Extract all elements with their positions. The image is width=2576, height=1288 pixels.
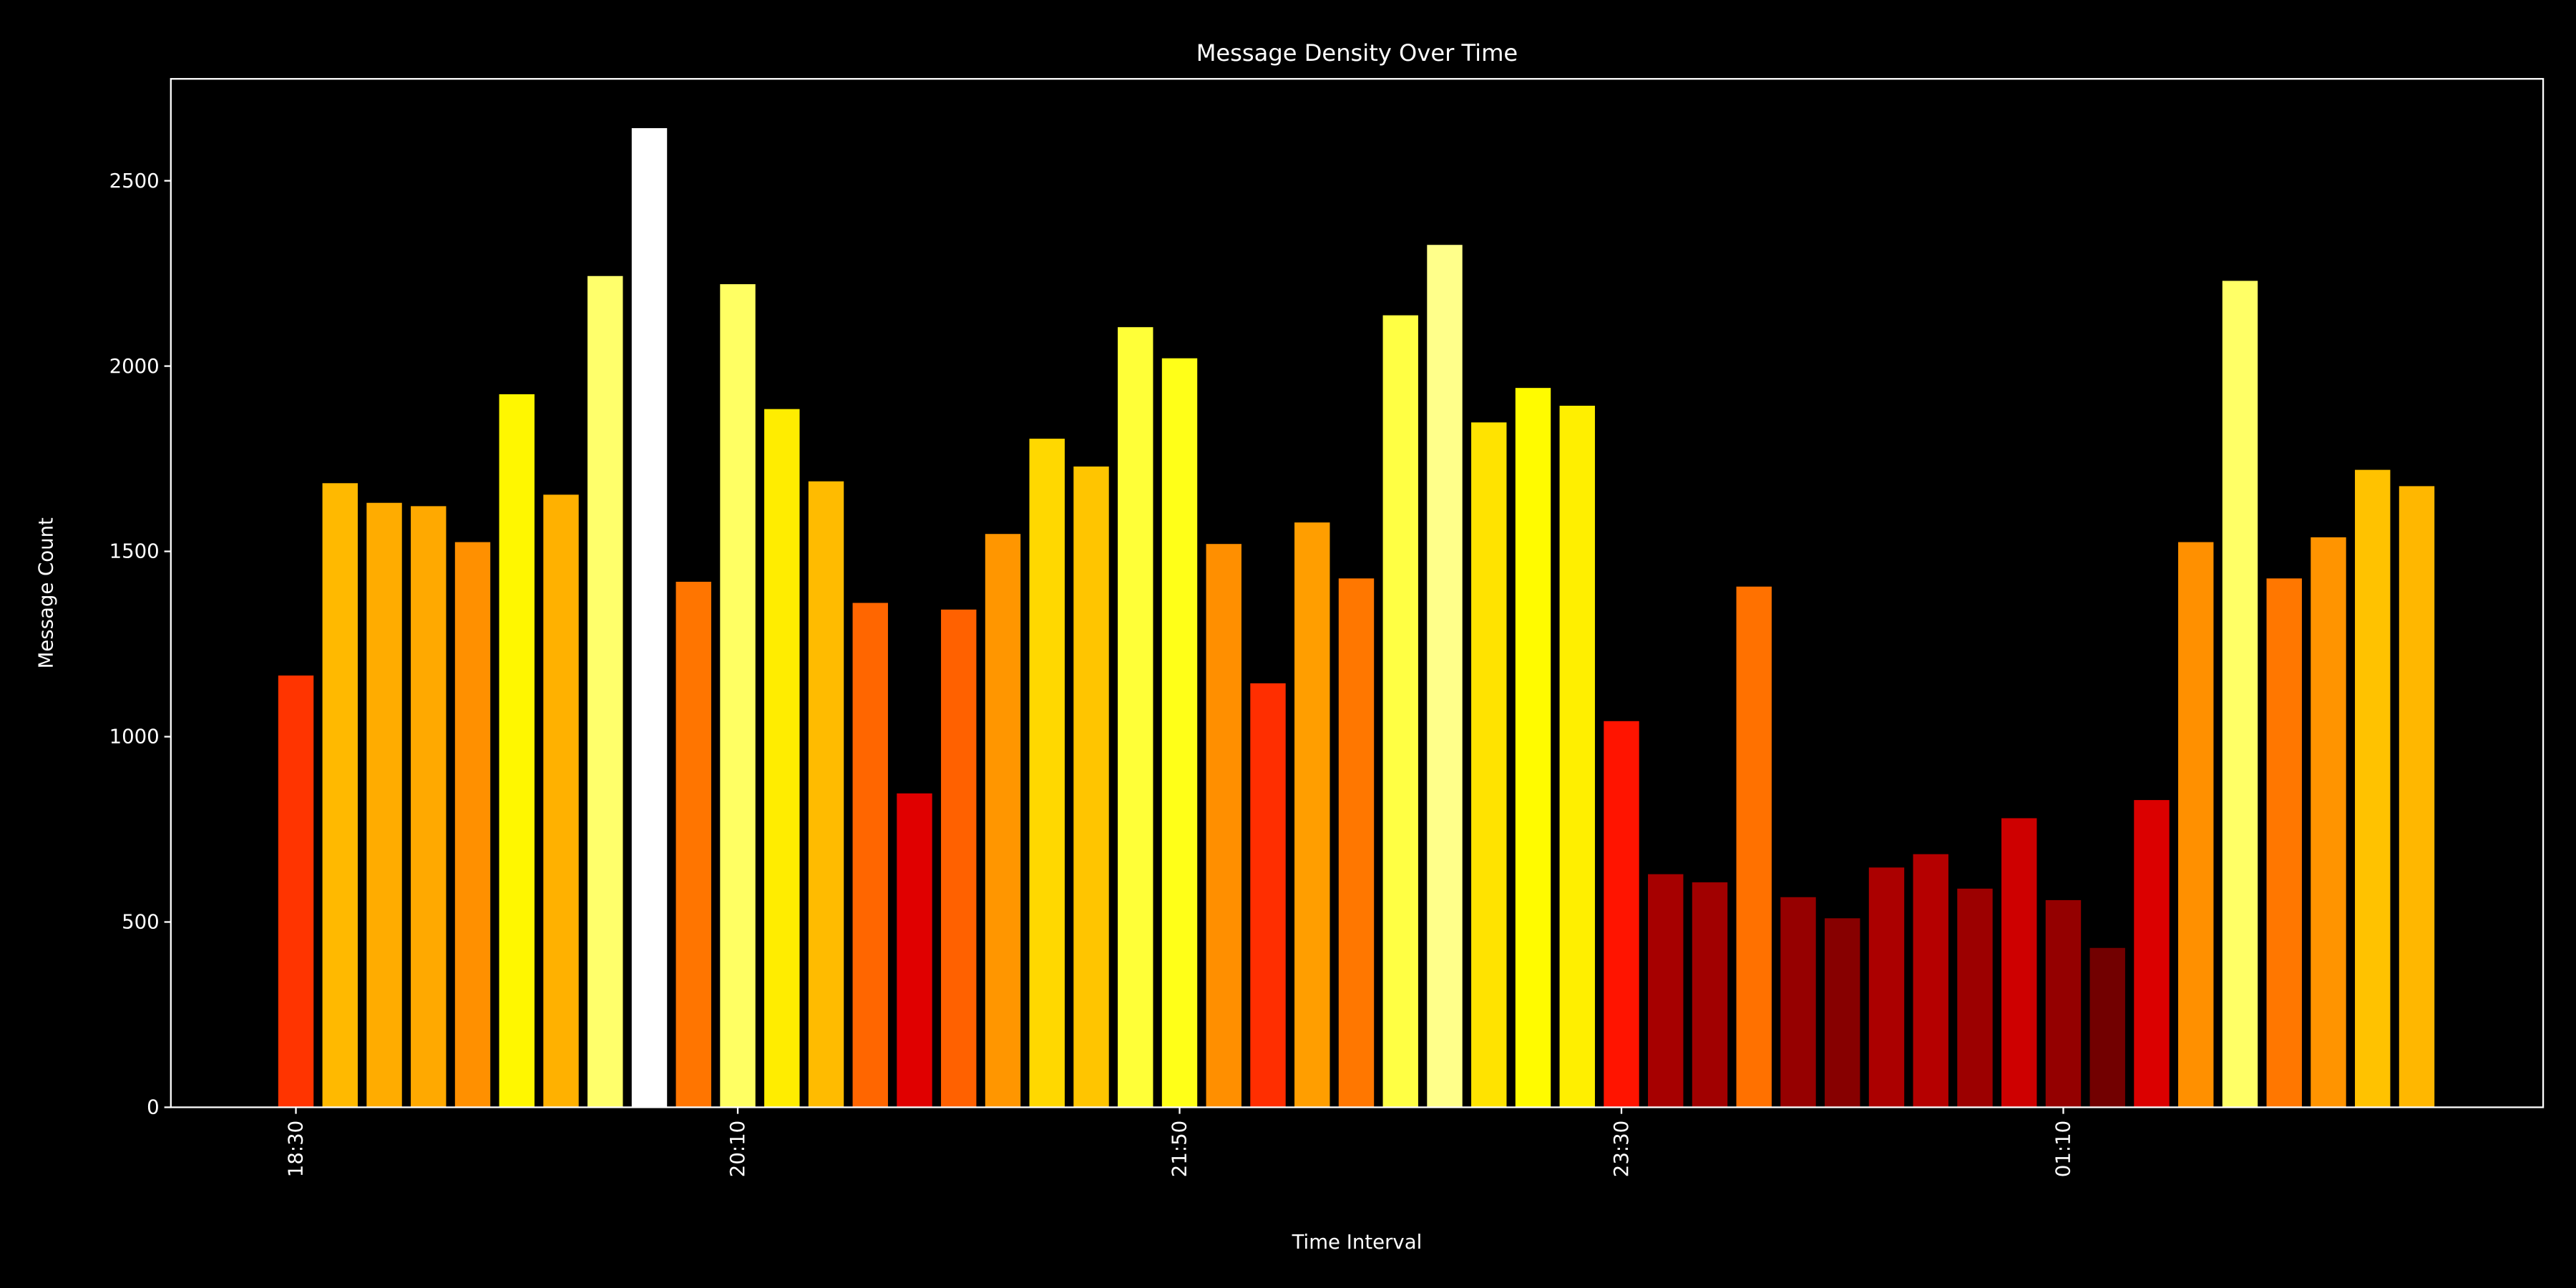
bar-23:40	[1648, 874, 1684, 1108]
bar-19:40	[587, 275, 623, 1108]
bars-group	[278, 128, 2435, 1108]
bar-00:40	[1913, 854, 1948, 1108]
bar-22:00	[1206, 544, 1241, 1108]
bar-21:30	[1073, 466, 1109, 1108]
bar-22:20	[1294, 522, 1330, 1108]
bar-18:50	[366, 502, 402, 1108]
y-axis: 0 500 1000 1500 2000 2500	[109, 170, 171, 1119]
x-tick-label: 20:10	[726, 1121, 749, 1177]
bar-00:50	[1957, 888, 1993, 1108]
x-tick-label: 21:50	[1169, 1121, 1191, 1177]
y-tick-label: 0	[147, 1096, 160, 1119]
bar-20:50	[897, 793, 932, 1108]
bar-01:20	[2089, 947, 2125, 1108]
y-axis-label: Message Count	[34, 517, 57, 668]
y-tick-label: 2500	[109, 170, 160, 192]
bar-23:00	[1471, 422, 1507, 1108]
bar-21:10	[985, 534, 1021, 1108]
x-tick-label: 01:10	[2052, 1121, 2075, 1177]
plot-frame	[170, 78, 2545, 1108]
x-tick-label: 18:30	[285, 1121, 308, 1177]
bar-20:00	[675, 582, 711, 1108]
y-tick-label: 1000	[109, 726, 160, 748]
bar-02:30	[2399, 486, 2435, 1108]
bar-20:10	[720, 284, 756, 1108]
bar-02:10	[2311, 537, 2346, 1108]
bar-02:20	[2355, 469, 2391, 1108]
bar-01:00	[2001, 818, 2037, 1108]
bar-20:40	[852, 602, 888, 1108]
bar-01:30	[2134, 800, 2170, 1108]
bar-22:50	[1427, 245, 1463, 1108]
bar-19:20	[499, 394, 535, 1108]
x-axis: 18:30 20:10 21:50 23:30 01:10	[285, 1107, 2075, 1177]
bar-00:20	[1825, 918, 1860, 1108]
bar-00:00	[1736, 586, 1772, 1108]
bar-01:10	[2045, 899, 2082, 1108]
bar-18:40	[322, 483, 358, 1108]
bar-20:20	[764, 409, 800, 1108]
y-tick-label: 500	[122, 911, 160, 934]
bar-23:50	[1692, 882, 1728, 1108]
bar-23:10	[1515, 388, 1551, 1108]
y-tick-label: 2000	[109, 355, 160, 378]
bar-19:00	[411, 506, 447, 1108]
bar-01:50	[2222, 280, 2258, 1108]
bar-00:10	[1780, 897, 1816, 1108]
bar-01:40	[2178, 542, 2214, 1108]
bar-21:40	[1118, 327, 1153, 1108]
bar-22:30	[1338, 578, 1375, 1108]
bar-02:00	[2266, 578, 2302, 1108]
bar-21:50	[1161, 358, 1198, 1108]
bar-19:10	[454, 542, 491, 1108]
bar-22:40	[1382, 315, 1418, 1108]
bar-21:20	[1029, 439, 1065, 1108]
bar-18:30	[278, 675, 314, 1108]
bar-19:30	[543, 494, 579, 1108]
bar-23:20	[1559, 406, 1595, 1108]
bar-19:50	[631, 128, 668, 1108]
x-axis-label: Time Interval	[1292, 1231, 1423, 1254]
y-tick-label: 1500	[109, 540, 160, 563]
bar-00:30	[1868, 867, 1905, 1108]
bar-21:00	[941, 609, 977, 1108]
bar-22:10	[1250, 683, 1286, 1108]
bar-20:30	[808, 481, 844, 1108]
x-tick-label: 23:30	[1610, 1121, 1633, 1177]
bar-23:30	[1604, 721, 1639, 1108]
chart-title: Message Density Over Time	[1196, 39, 1518, 67]
